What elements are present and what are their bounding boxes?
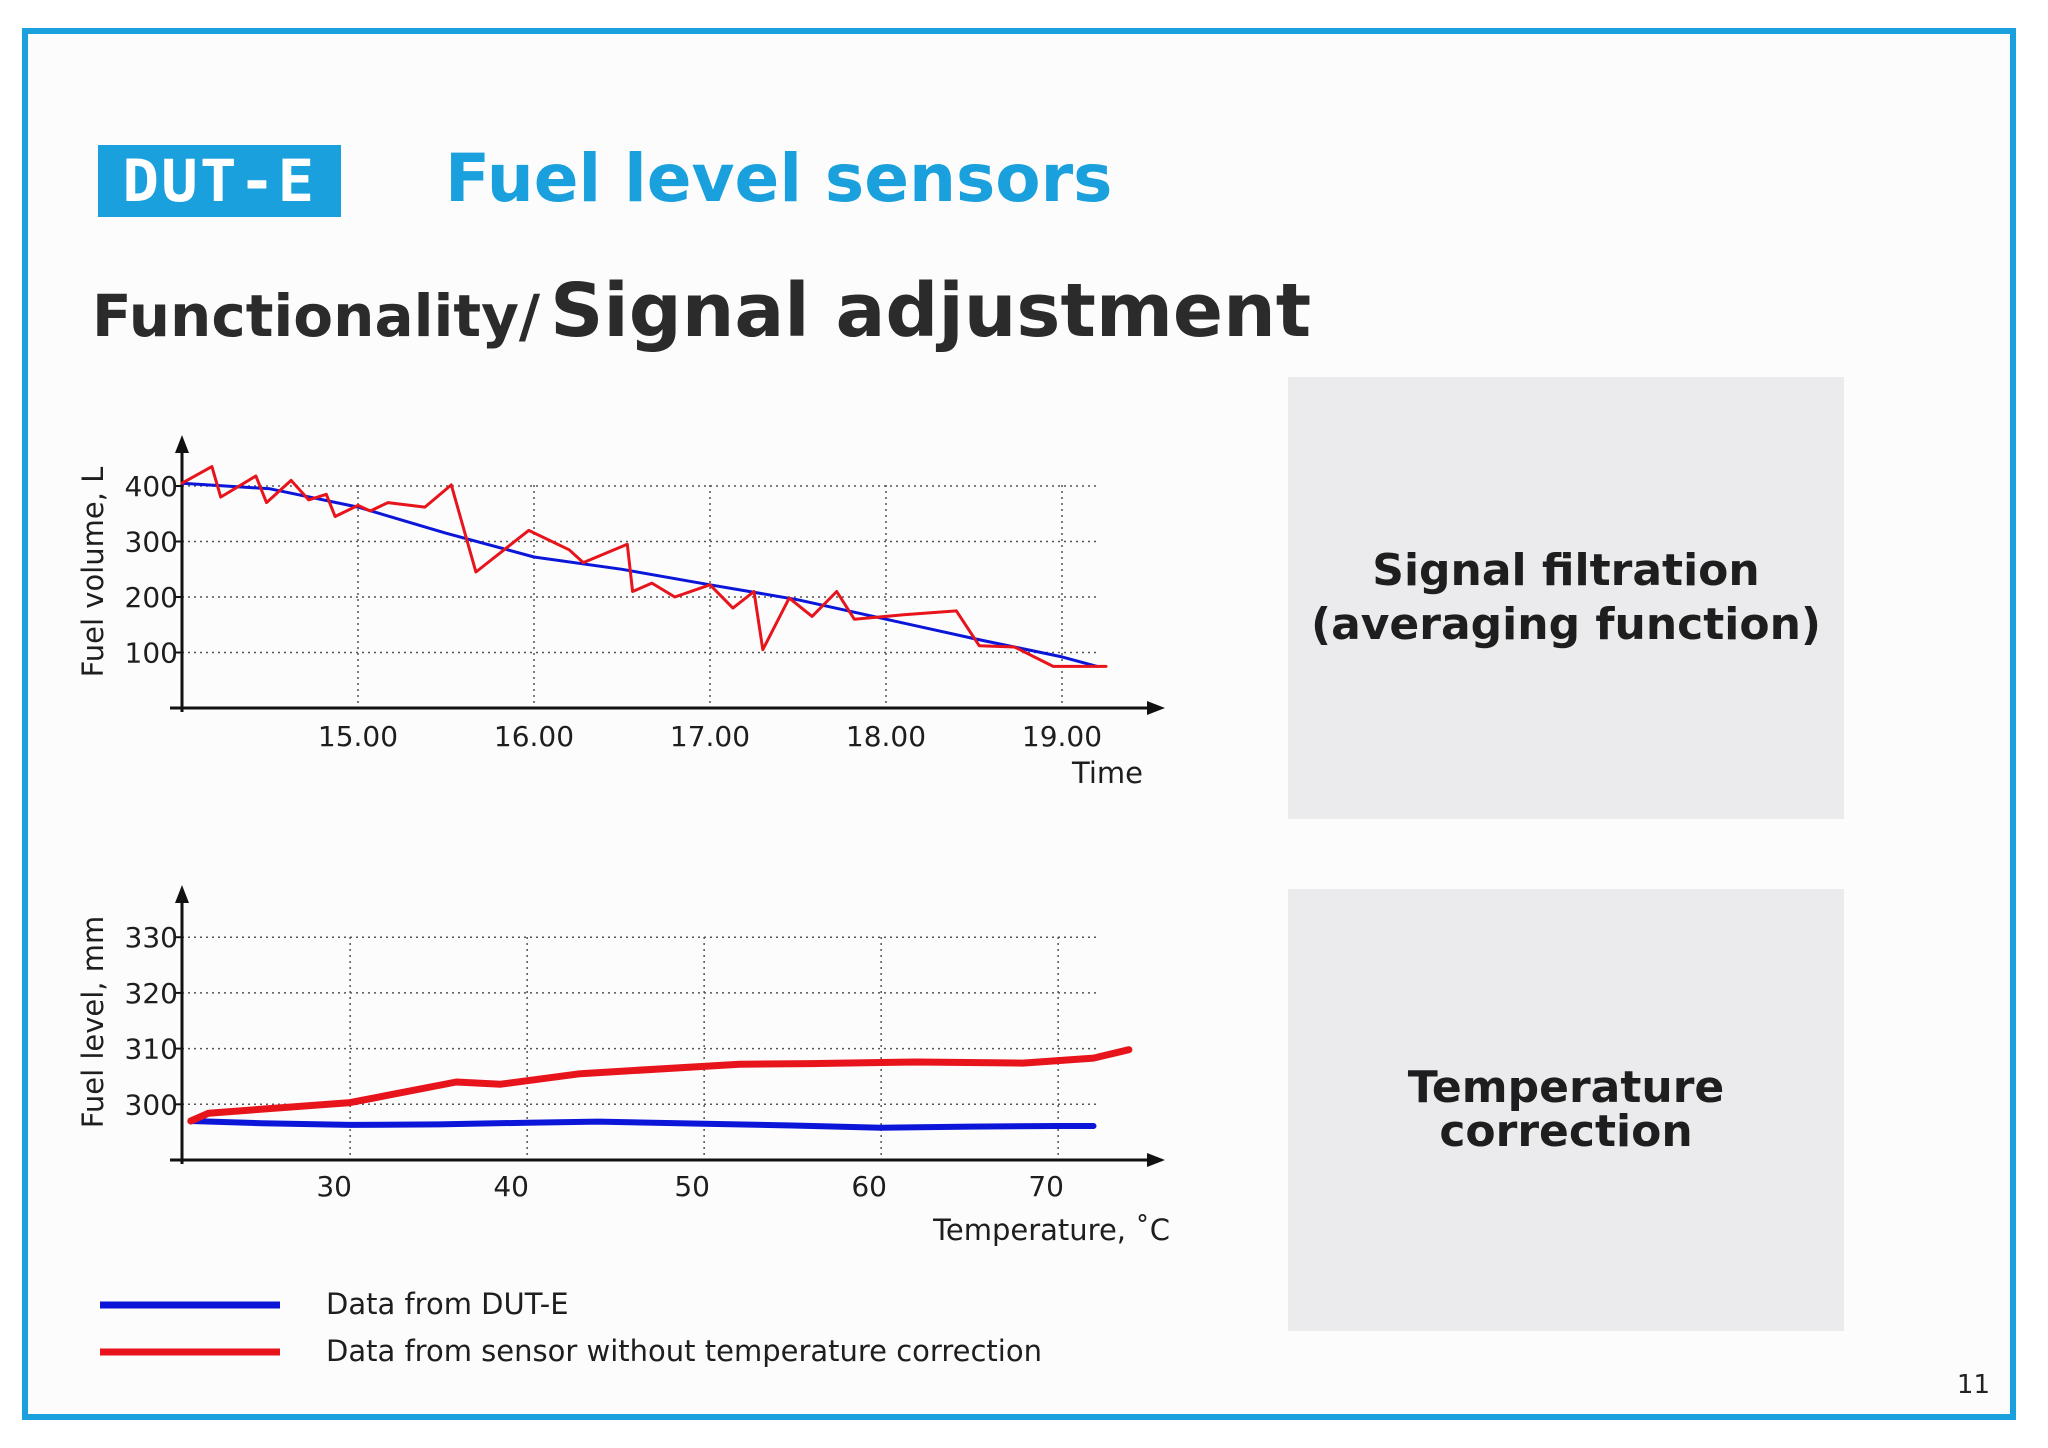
y-tick-label: 300 (125, 526, 178, 559)
x-axis-arrow (1147, 1153, 1165, 1167)
y-tick-label: 300 (125, 1088, 178, 1121)
signal-filtration-card: Signal filtration (averaging function) (1288, 377, 1844, 819)
y-axis-arrow (175, 435, 189, 453)
subtitle-main: Signal adjustment (550, 268, 1312, 354)
y-tick-label: 330 (125, 921, 178, 954)
x-tick-label: 18.00 (846, 720, 926, 753)
x-axis-arrow (1147, 701, 1165, 715)
y-axis-label: Fuel volume, L (76, 467, 110, 678)
series-line-dut-e (180, 481, 1099, 668)
y-tick-label: 320 (125, 977, 178, 1010)
temperature-correction-label: Temperature correction (1407, 1062, 1725, 1157)
logo-text: DUT-E (122, 147, 317, 215)
x-tick-label: 50 (674, 1170, 710, 1203)
x-tick-label: 19.00 (1022, 720, 1102, 753)
x-axis-label: Time (1071, 756, 1143, 790)
y-tick-label: 400 (125, 470, 178, 503)
x-tick-label: 40 (493, 1170, 529, 1203)
legend-label: Data from sensor without temperature cor… (326, 1334, 1042, 1368)
chart-2: 30 40 50 60 70 330 320 310 300 Temperature, ˚C Fue… (76, 885, 1170, 1247)
x-axis-label: Temperature, ˚C (932, 1213, 1170, 1247)
temperature-correction-card: Temperature correction (1288, 889, 1844, 1331)
x-tick-label: 15.00 (318, 720, 398, 753)
signal-filtration-label: Signal filtration (averaging function) (1310, 545, 1822, 650)
y-tick-label: 100 (125, 637, 178, 670)
chart-1: 15.00 16.00 17.00 18.00 19.00 400 300 200 100 Tim… (76, 435, 1165, 790)
chart-legend: Data from DUT-E Data from sensor without … (100, 1287, 1042, 1368)
y-axis-label: Fuel level, mm (76, 916, 110, 1129)
page-number: 11 (1956, 1370, 1990, 1400)
y-tick-label: 200 (125, 581, 178, 614)
page-title: Fuel level sensors (445, 140, 1113, 217)
subtitle-prefix: Functionality/ (92, 282, 541, 350)
x-tick-label: 17.00 (670, 720, 750, 753)
x-tick-label: 16.00 (494, 720, 574, 753)
x-tick-label: 30 (316, 1170, 352, 1203)
legend-label: Data from DUT-E (326, 1287, 569, 1321)
x-tick-label: 70 (1028, 1170, 1064, 1203)
page-subtitle: Functionality/Signal adjustment (92, 268, 1311, 354)
y-axis-arrow (175, 885, 189, 903)
series-line-uncorrected (187, 1046, 1133, 1125)
y-tick-label: 310 (125, 1033, 178, 1066)
series-line-dut-e (187, 1118, 1097, 1131)
dute-logo: DUT-E (98, 145, 341, 217)
series-line-uncorrected (180, 465, 1108, 668)
x-tick-label: 60 (851, 1170, 887, 1203)
